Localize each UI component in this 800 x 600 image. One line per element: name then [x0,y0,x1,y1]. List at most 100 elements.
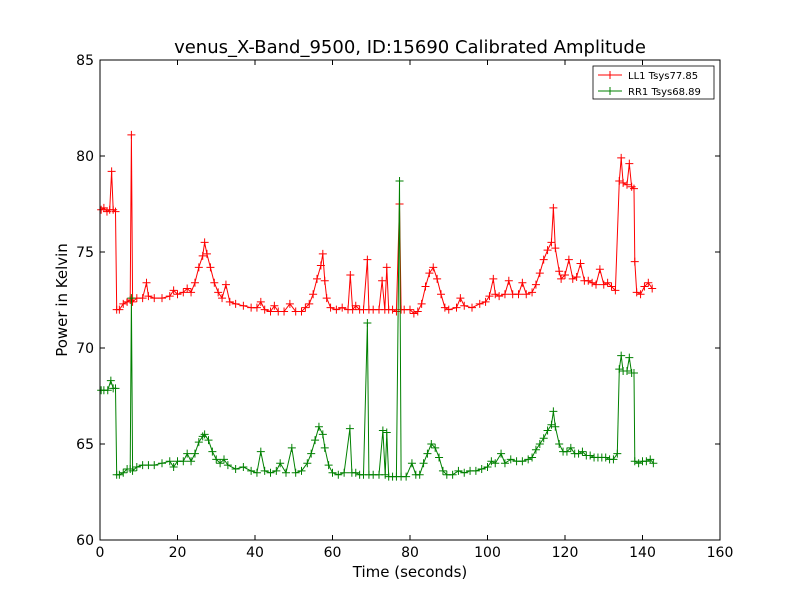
data-point [500,459,509,468]
data-point [475,299,484,308]
data-point [169,463,178,472]
data-point [363,319,372,328]
data-point [276,459,285,468]
data-point [415,470,424,479]
y-tick-label: 60 [76,533,94,549]
data-point [194,263,203,272]
data-point [381,470,390,479]
data-point [634,459,643,468]
data-point [433,274,442,283]
data-point [322,294,331,303]
data-point [629,184,638,193]
data-point [485,292,494,301]
data-point [586,451,595,460]
data-point [417,299,426,308]
y-tick-label: 65 [76,437,94,453]
data-point [539,255,548,264]
legend: LL1 Tsys77.85 RR1 Tsys68.89 [592,65,715,100]
data-point [256,297,265,306]
data-point [539,434,548,443]
data-point [111,207,120,216]
data-point [332,305,341,314]
x-tick-label: 160 [707,545,734,561]
data-point [190,449,199,458]
data-point [549,407,558,416]
data-point [413,307,422,316]
data-point [489,274,498,283]
data-point [165,457,174,466]
x-tick-label: 80 [401,545,419,561]
data-point [187,457,196,466]
data-point [607,282,616,291]
data-point [363,255,372,264]
series-ll1 [97,130,657,318]
data-point [200,238,209,247]
data-point [301,303,310,312]
data-point [630,257,639,266]
data-point [297,466,306,475]
data-point [338,303,347,312]
data-point [561,271,569,280]
data-point [625,159,634,168]
plot-background [100,60,720,540]
data-point [495,292,504,301]
data-point [252,468,261,477]
data-point [566,443,575,452]
data-point [518,278,527,287]
data-point [320,276,329,285]
data-point [382,428,391,437]
data-point [438,466,447,475]
data-point [103,386,112,395]
data-point [491,290,500,299]
data-point [256,447,265,456]
data-point [340,468,349,477]
data-point [629,368,638,377]
data-point [562,447,571,456]
data-point [592,280,600,289]
data-point [272,466,281,475]
data-point [468,303,476,312]
data-point [291,468,300,477]
data-point [239,301,248,310]
data-point [483,463,492,472]
data-point [144,292,153,301]
data-point [187,288,196,297]
legend-marker [606,71,614,79]
data-point [549,203,558,212]
data-point [547,420,556,429]
data-point [522,290,531,299]
data-point [324,461,333,470]
data-point [564,255,573,264]
data-point [173,290,182,299]
data-point [351,301,360,310]
data-point [382,263,391,272]
data-point [423,449,432,458]
data-point [429,263,438,272]
data-point [210,278,219,287]
data-point [611,286,620,295]
data-point [200,430,209,439]
data-point [221,280,230,289]
data-point [456,294,465,303]
data-point [588,278,597,287]
data-point [615,365,624,374]
data-point [402,472,411,481]
data-point [497,449,506,458]
data-point [388,305,397,314]
data-point [568,274,577,283]
data-point [128,297,137,306]
data-point [551,422,560,431]
data-point [378,276,387,285]
data-point [504,276,513,285]
data-point [206,263,215,272]
data-point [454,466,463,475]
data-point [305,299,314,308]
data-point [285,299,294,308]
y-axis-label: Power in Kelvin [53,243,71,357]
series-layer [97,130,658,481]
y-axis: 60 65 70 75 80 85 [76,53,720,549]
data-point [632,288,641,297]
y-tick-label: 80 [76,149,94,165]
data-point [218,294,227,303]
data-point [334,470,343,479]
